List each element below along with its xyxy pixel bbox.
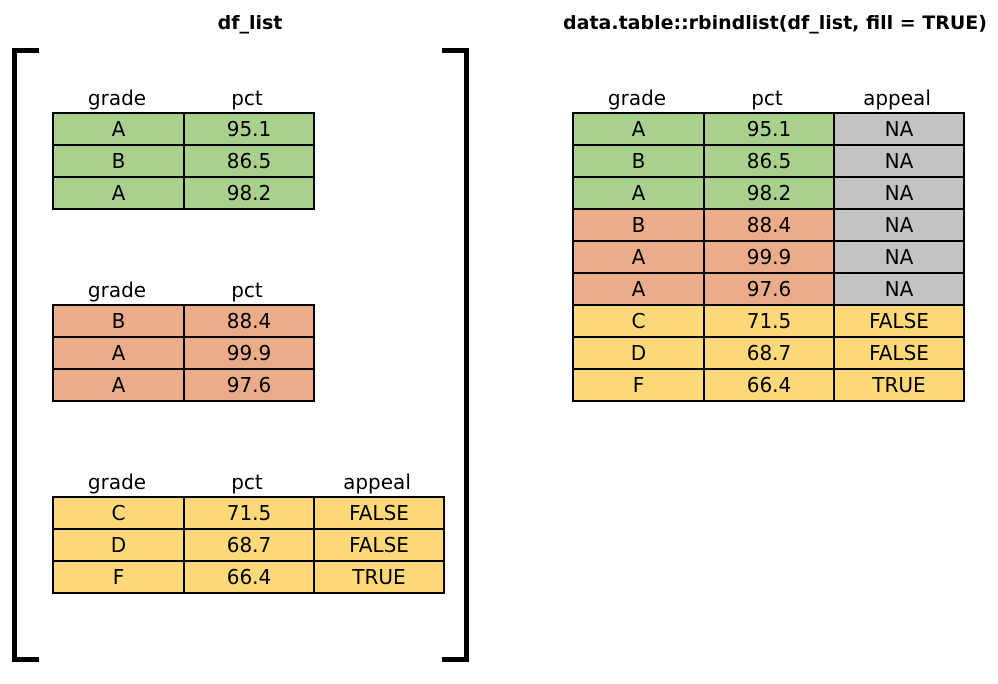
table-row: A 99.9 NA: [574, 240, 963, 272]
col-header: grade: [87, 470, 147, 494]
table-row: B 86.5 NA: [574, 144, 963, 176]
table-cell: A: [111, 373, 126, 397]
left-bracket: [12, 48, 39, 662]
table-cell: 97.6: [703, 274, 833, 304]
table-row: D 68.7 FALSE: [574, 336, 963, 368]
table-row: A 99.9: [54, 336, 313, 368]
table-cell: 88.4: [183, 306, 313, 336]
table-row: A 95.1: [54, 114, 313, 144]
table-cell: A: [574, 114, 703, 144]
table-cell: B: [574, 210, 703, 240]
table-row: F 66.4 TRUE: [574, 368, 963, 400]
col-header: pct: [751, 86, 783, 110]
table-cell: C: [574, 306, 703, 336]
na-cell: NA: [833, 146, 963, 176]
col-header: grade: [607, 86, 667, 110]
table-cell: A: [111, 341, 126, 365]
table-cell: C: [111, 501, 126, 525]
table-cell: 86.5: [183, 146, 313, 176]
table-cell: 86.5: [703, 146, 833, 176]
table-cell: 99.9: [183, 338, 313, 368]
col-header: pct: [231, 470, 263, 494]
table-row: C 71.5 FALSE: [54, 498, 443, 528]
table-cell: FALSE: [313, 498, 443, 528]
df-3: grade pct appeal C 71.5 FALSE D 68.7 FAL…: [52, 466, 445, 594]
table-cell: A: [111, 181, 126, 205]
table-cell: 97.6: [183, 370, 313, 400]
table-cell: A: [574, 274, 703, 304]
table-row: A 98.2 NA: [574, 176, 963, 208]
table-cell: B: [111, 309, 126, 333]
table-cell: 99.9: [703, 242, 833, 272]
result-header: grade pct appeal: [572, 82, 965, 112]
table-cell: FALSE: [313, 530, 443, 560]
table-row: B 88.4: [54, 306, 313, 336]
table-row: F 66.4 TRUE: [54, 560, 443, 592]
df-3-header: grade pct appeal: [52, 466, 445, 496]
na-cell: NA: [833, 274, 963, 304]
table-cell: 88.4: [703, 210, 833, 240]
table-cell: D: [110, 533, 127, 557]
table-cell: 95.1: [703, 114, 833, 144]
table-cell: 68.7: [703, 338, 833, 368]
col-header: grade: [87, 278, 147, 302]
col-header: pct: [231, 278, 263, 302]
result-table: grade pct appeal A 95.1 NA B 86.5 NA A 9…: [572, 82, 965, 402]
col-header: pct: [231, 86, 263, 110]
table-cell: 68.7: [183, 530, 313, 560]
table-row: C 71.5 FALSE: [574, 304, 963, 336]
rbindlist-title: data.table::rbindlist(df_list, fill = TR…: [563, 12, 987, 34]
table-cell: F: [112, 565, 125, 589]
result-grid: A 95.1 NA B 86.5 NA A 98.2 NA B 88.4 NA …: [572, 112, 965, 402]
table-cell: 98.2: [703, 178, 833, 208]
col-header: appeal: [343, 470, 411, 494]
table-cell: FALSE: [833, 338, 963, 368]
df-3-table: C 71.5 FALSE D 68.7 FALSE F 66.4 TRUE: [52, 496, 445, 594]
table-cell: FALSE: [833, 306, 963, 336]
table-cell: B: [111, 149, 126, 173]
table-cell: 71.5: [703, 306, 833, 336]
df-list-title: df_list: [217, 12, 283, 34]
table-cell: A: [574, 178, 703, 208]
table-cell: 98.2: [183, 178, 313, 208]
table-cell: D: [574, 338, 703, 368]
table-cell: F: [574, 370, 703, 400]
table-row: B 88.4 NA: [574, 208, 963, 240]
table-cell: A: [574, 242, 703, 272]
na-cell: NA: [833, 114, 963, 144]
na-cell: NA: [833, 178, 963, 208]
df-2-header: grade pct: [52, 274, 315, 304]
right-bracket: [442, 48, 469, 662]
table-row: A 97.6: [54, 368, 313, 400]
df-1-table: A 95.1 B 86.5 A 98.2: [52, 112, 315, 210]
na-cell: NA: [833, 242, 963, 272]
table-row: D 68.7 FALSE: [54, 528, 443, 560]
table-cell: 66.4: [183, 562, 313, 592]
table-row: A 98.2: [54, 176, 313, 208]
table-cell: TRUE: [313, 562, 443, 592]
table-row: A 95.1 NA: [574, 114, 963, 144]
df-2: grade pct B 88.4 A 99.9 A 97.6: [52, 274, 315, 402]
table-cell: A: [111, 117, 126, 141]
table-row: B 86.5: [54, 144, 313, 176]
df-2-table: B 88.4 A 99.9 A 97.6: [52, 304, 315, 402]
df-1-header: grade pct: [52, 82, 315, 112]
na-cell: NA: [833, 210, 963, 240]
table-row: A 97.6 NA: [574, 272, 963, 304]
table-cell: 95.1: [183, 114, 313, 144]
df-1: grade pct A 95.1 B 86.5 A 98.2: [52, 82, 315, 210]
table-cell: B: [574, 146, 703, 176]
table-cell: 66.4: [703, 370, 833, 400]
col-header: grade: [87, 86, 147, 110]
table-cell: 71.5: [183, 498, 313, 528]
table-cell: TRUE: [833, 370, 963, 400]
col-header: appeal: [863, 86, 931, 110]
